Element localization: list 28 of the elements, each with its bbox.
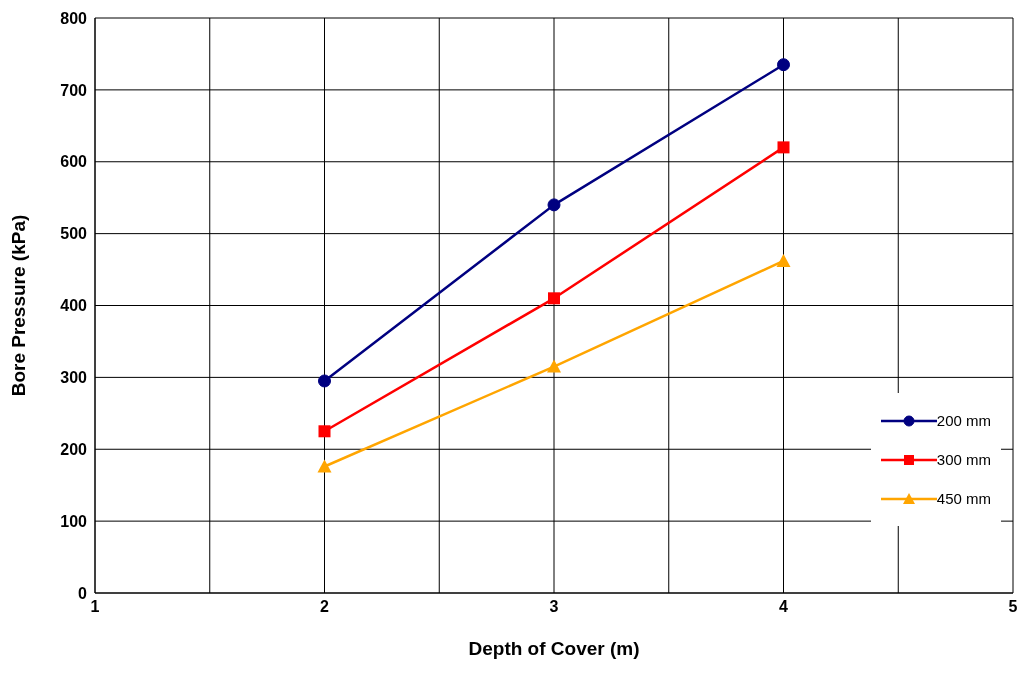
y-tick-label: 500 [60,225,88,243]
legend-label: 200 mm [936,412,991,429]
y-tick-label: 800 [60,9,88,27]
x-tick-label: 2 [320,598,330,616]
legend-label: 300 mm [936,451,991,468]
x-tick-label: 3 [549,598,559,616]
x-tick-label: 1 [90,598,100,616]
x-tick-label: 5 [1008,598,1018,616]
point [547,359,561,373]
y-tick-label: 200 [60,440,88,458]
point [776,253,791,267]
point [318,425,331,438]
legend-label: 450 mm [936,490,991,507]
y-tick-label: 600 [60,153,88,171]
point [317,459,332,473]
point [547,198,561,212]
point [777,141,790,154]
x-axis-title: Depth of Cover (m) [468,638,640,659]
y-tick-label: 0 [78,584,88,602]
y-tick-label: 300 [60,369,88,387]
y-tick-label: 100 [60,512,88,530]
y-tick-label: 400 [60,297,88,315]
y-tick-label: 700 [60,81,88,99]
y-axis-title: Bore Pressure (kPa) [7,214,29,397]
x-tick-label: 4 [779,598,789,616]
point [548,292,560,305]
point [777,58,790,72]
point [318,374,331,388]
